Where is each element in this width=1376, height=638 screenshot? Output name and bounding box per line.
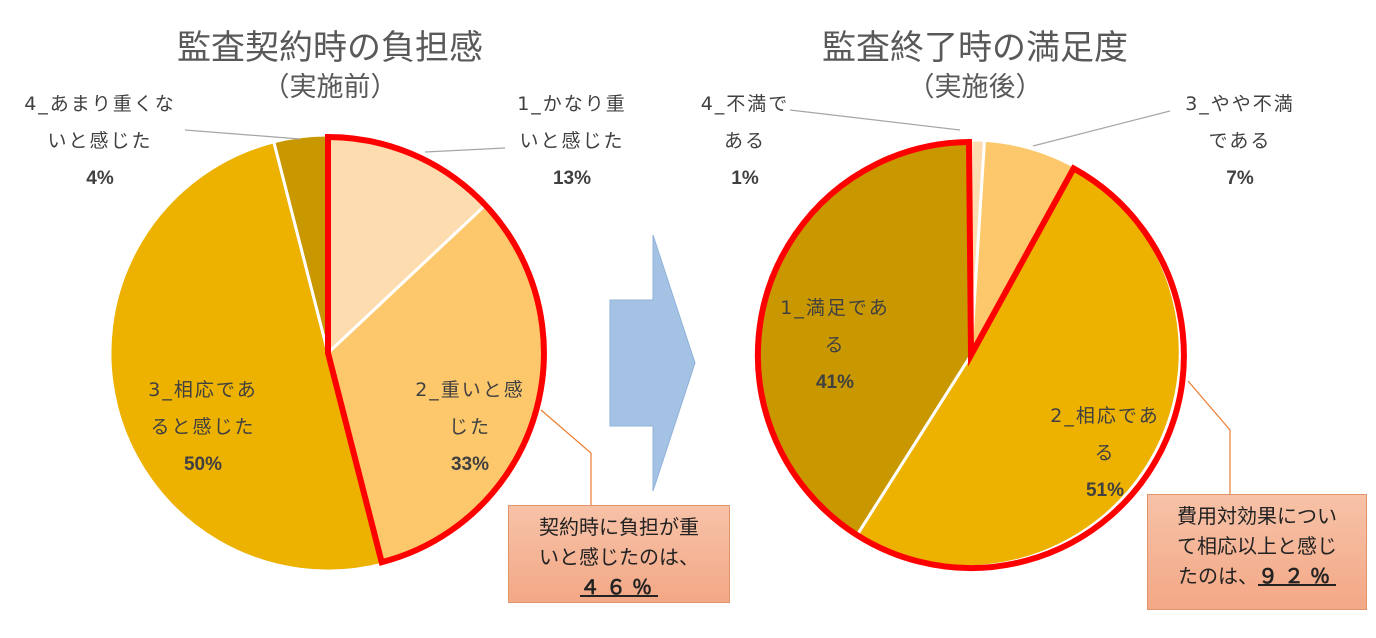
left-callout-box: 契約時に負担が重 いと感じたのは、 ４６％	[508, 505, 730, 603]
callout-line: 契約時に負担が重	[539, 515, 699, 539]
left-slice-3[interactable]	[108, 139, 385, 573]
label-line: である	[1208, 130, 1272, 152]
right-label-2: 2_相応であ る 51%	[1030, 398, 1180, 509]
leader-left-callout	[540, 409, 592, 505]
label-line: 3_相応であ	[148, 379, 258, 401]
left-label-1: 1_かなり重 いと感じた 13%	[497, 86, 647, 197]
right-label-3: 3_やや不満 である 7%	[1165, 86, 1315, 197]
label-line: 3_やや不満	[1185, 93, 1295, 115]
label-line: いと感じた	[47, 130, 153, 152]
left-chart-subtitle: （実施前）	[262, 72, 398, 103]
left-pie	[108, 133, 548, 573]
right-chart-title: 監査終了時の満足度	[822, 28, 1128, 68]
right-label-1: 1_満足であ る 41%	[760, 290, 910, 401]
right-pie	[753, 138, 1187, 571]
callout-line: 費用対効果につい	[1177, 504, 1337, 528]
label-line: 2_重いと感	[415, 379, 525, 401]
left-label-4: 4_あまり重くな いと感じた 4%	[0, 86, 200, 197]
leader-right-callout	[1187, 380, 1231, 494]
label-percent: 41%	[815, 372, 855, 393]
label-percent: 33%	[450, 454, 490, 475]
label-line: いと感じた	[519, 130, 625, 152]
label-line: ると感じた	[150, 416, 256, 438]
label-line: 1_かなり重	[517, 93, 627, 115]
right-chart-subtitle: （実施後）	[907, 72, 1043, 103]
right-arrow-icon	[609, 234, 696, 492]
label-line: ある	[723, 130, 766, 152]
right-label-4: 4_不満で ある 1%	[680, 86, 810, 197]
callout-value: ４６％	[580, 577, 658, 599]
label-percent: 7%	[1226, 168, 1254, 189]
label-line: 4_あまり重くな	[24, 93, 176, 115]
leader-right-4	[789, 109, 961, 131]
leader-right-3	[1032, 110, 1171, 147]
label-line: 4_不満で	[700, 93, 790, 115]
label-line: じた	[448, 416, 491, 438]
label-percent: 50%	[183, 454, 223, 475]
label-percent: 13%	[552, 168, 592, 189]
left-label-3: 3_相応であ ると感じた 50%	[128, 372, 278, 483]
label-percent: 4%	[86, 168, 114, 189]
leader-left-4	[184, 129, 301, 140]
label-percent: 51%	[1085, 480, 1125, 501]
leader-left-1	[424, 147, 506, 153]
label-line: る	[1094, 442, 1116, 464]
callout-line: たのは、	[1178, 564, 1258, 588]
left-highlight-outline	[325, 133, 547, 566]
callout-line: て相応以上と感じ	[1177, 534, 1337, 558]
label-percent: 1%	[731, 168, 759, 189]
right-callout-box: 費用対効果につい て相応以上と感じ たのは、９２％	[1147, 494, 1367, 610]
callout-line: いと感じたのは、	[539, 545, 699, 569]
label-line: 1_満足であ	[780, 297, 890, 319]
right-highlight-outline	[754, 138, 1187, 571]
left-label-2: 2_重いと感 じた 33%	[395, 372, 545, 483]
callout-value: ９２％	[1258, 566, 1336, 588]
left-chart-title: 監査契約時の負担感	[177, 28, 483, 68]
label-line: る	[824, 334, 846, 356]
label-line: 2_相応であ	[1050, 405, 1160, 427]
